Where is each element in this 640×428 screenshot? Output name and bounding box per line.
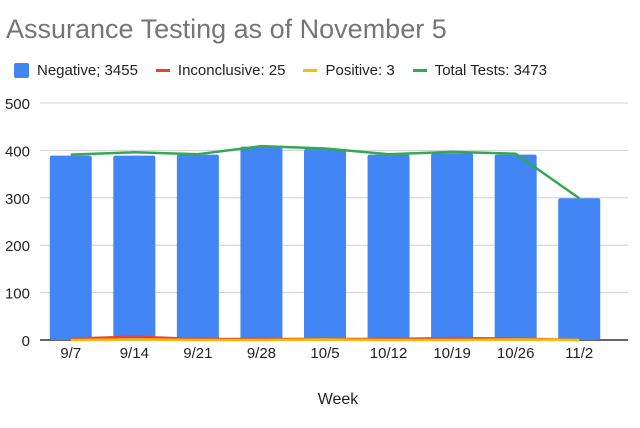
- chart-title: Assurance Testing as of November 5: [6, 14, 447, 44]
- x-tick-label: 9/21: [183, 345, 212, 362]
- legend-label: Positive: 3: [325, 62, 395, 79]
- y-tick-label: 100: [5, 286, 30, 303]
- bar-10-12: [367, 154, 410, 340]
- y-tick-label: 200: [5, 238, 30, 255]
- legend-swatch-bar: [14, 63, 29, 78]
- x-tick-label: 10/5: [310, 345, 339, 362]
- x-axis-title: Week: [318, 391, 360, 408]
- x-tick-label: 10/19: [433, 345, 471, 362]
- legend-item: Positive: 3: [303, 62, 395, 79]
- legend-item: Inconclusive: 25: [155, 62, 286, 79]
- bar-10-19: [431, 153, 474, 340]
- bar-9-28: [240, 146, 283, 340]
- y-tick-label: 400: [5, 143, 30, 160]
- x-tick-label: 11/2: [565, 345, 593, 362]
- y-tick-label: 0: [22, 333, 30, 350]
- x-tick-label: 9/7: [60, 345, 81, 362]
- bar-9-7: [49, 155, 92, 340]
- bar-9-14: [113, 155, 156, 340]
- legend-label: Inconclusive: 25: [177, 62, 286, 79]
- legend: Negative; 3455 Inconclusive: 25 Positive: …: [14, 62, 565, 79]
- bar-10-5: [304, 148, 346, 340]
- legend-label: Negative; 3455: [37, 62, 138, 79]
- y-tick-label: 300: [5, 191, 30, 208]
- x-tick-label: 10/12: [370, 345, 408, 362]
- legend-swatch-line: [155, 69, 170, 72]
- legend-swatch-line: [303, 69, 318, 72]
- x-tick-label: 9/14: [120, 345, 149, 362]
- legend-item: Negative; 3455: [14, 62, 138, 79]
- x-tick-label: 10/26: [497, 345, 535, 362]
- legend-label: Total Tests: 3473: [434, 62, 547, 79]
- y-tick-label: 500: [5, 96, 30, 113]
- bar-9-21: [176, 154, 219, 340]
- bar-10-26: [494, 154, 537, 340]
- bar-11-2: [558, 198, 601, 340]
- x-tick-label: 9/28: [247, 345, 276, 362]
- legend-swatch-line: [412, 69, 427, 72]
- legend-item: Total Tests: 3473: [412, 62, 547, 79]
